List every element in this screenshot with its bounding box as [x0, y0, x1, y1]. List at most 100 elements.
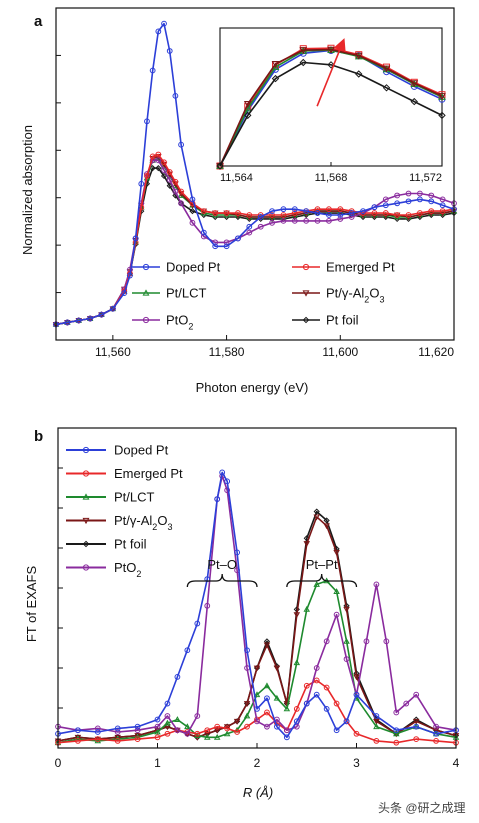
- series-pto2-point: [333, 611, 340, 618]
- series-doped-pt-point: [194, 620, 201, 627]
- series-pto2-point: [94, 725, 101, 732]
- series-pto2-point: [264, 723, 270, 730]
- series-pto2-point: [405, 190, 412, 197]
- series-pto2-line: [57, 475, 457, 735]
- series-doped-pt-point: [393, 727, 400, 734]
- series-emerged-pt-point: [235, 210, 241, 216]
- series-pt-foil-point: [313, 508, 320, 515]
- panel-b-legend: Doped Pt Emerged Pt Pt/LCT Pt/γ-Al2O3 Pt foi…: [66, 443, 183, 579]
- series-doped-pt-point: [274, 723, 280, 730]
- series-pto2-point: [323, 638, 330, 645]
- annotation-label: Pt–Pt: [306, 557, 338, 572]
- legend-item-pt-foil: Pt foil: [66, 537, 147, 552]
- panel-a-frame: [55, 7, 455, 341]
- series-doped-pt-point: [348, 210, 355, 216]
- series-doped-pt-point: [144, 118, 150, 125]
- series-pt-lct-point: [174, 716, 181, 722]
- series-pto2-point: [343, 656, 350, 663]
- x-tick-label: 0: [55, 756, 62, 770]
- series-doped-pt-point: [416, 196, 423, 203]
- panel-b-xlabel: R (Å): [243, 785, 273, 800]
- legend-item-pt-al2o3: Pt/γ-Al2O3: [66, 513, 172, 532]
- inset-pt_al2o3-point: [410, 80, 419, 88]
- series-doped-pt-point: [353, 691, 360, 698]
- inset-pt_foil-point: [410, 97, 418, 106]
- inset-pt_al2o3-point: [271, 60, 280, 68]
- inset-pt_foil-point: [271, 74, 280, 83]
- series-doped-pt-point: [172, 92, 179, 99]
- series-emerged-pt-point: [405, 212, 412, 218]
- series-emerged-pt-point: [194, 730, 201, 737]
- legend-label: Pt/γ-Al2O3: [326, 286, 384, 305]
- series-doped-pt-point: [223, 243, 230, 250]
- annotation-pt-o: Pt–O: [186, 557, 258, 588]
- series-doped-pt-point: [121, 290, 128, 297]
- series-pto2-point: [269, 219, 275, 226]
- series-pt-al2o3-point: [432, 727, 440, 734]
- series-pto2-point: [194, 713, 201, 719]
- series-pt-lct-line: [57, 580, 457, 744]
- series-doped-pt-point: [382, 202, 389, 209]
- series-pt-lct-point: [393, 730, 400, 737]
- series-pto2-point: [134, 727, 141, 734]
- series-pt-al2o3-line: [55, 155, 455, 326]
- series-doped-pt-point: [87, 315, 94, 322]
- series-pt-foil-line: [55, 167, 455, 326]
- series-pt-lct-point: [343, 637, 350, 644]
- legend-swatch-marker: [142, 289, 150, 296]
- series-pt-al2o3: [52, 154, 458, 328]
- series-pto2-point: [189, 219, 196, 226]
- series-doped-pt-point: [269, 208, 275, 215]
- inset-pt_al2o3-line: [219, 48, 443, 167]
- inset-pt_foil-point: [438, 111, 446, 120]
- series-emerged-pt-point: [144, 173, 150, 179]
- annotation-pt-pt: Pt–Pt: [286, 557, 358, 588]
- inset-emerged_pt-line: [219, 47, 443, 167]
- x-tick-label: 11,580: [209, 345, 245, 359]
- x-tick-label: 4: [453, 756, 460, 770]
- series-emerged-pt-point: [371, 210, 378, 216]
- panel-a: a Normalized absorption Photon energy (e…: [20, 7, 458, 395]
- series-pto2-point: [313, 665, 320, 671]
- series-doped-pt-point: [184, 647, 191, 654]
- series-doped-pt-point: [64, 319, 71, 326]
- series-pto2-point: [403, 700, 410, 707]
- series-pt-al2o3-point: [243, 701, 251, 707]
- series-doped-pt-point: [373, 713, 380, 719]
- series-doped-pt-point: [303, 700, 310, 707]
- series-pto2-point: [280, 217, 287, 224]
- series-pt-al2o3-point: [273, 665, 281, 672]
- series-pt-al2o3-point: [74, 734, 82, 741]
- annotation-label: Pt–O: [207, 557, 237, 572]
- x-tick-label: 3: [353, 756, 360, 770]
- panel-a-xlabel: Photon energy (eV): [196, 380, 309, 395]
- series-emerged-pt: [53, 151, 457, 328]
- series-pto2-point: [166, 176, 173, 183]
- series-doped-pt-line: [57, 471, 457, 739]
- series-emerged-pt-point: [280, 212, 287, 218]
- series-pto2-point: [363, 638, 370, 645]
- panel-a-inset: 11,564 11,568 11,572: [216, 27, 446, 184]
- series-doped-pt-point: [428, 198, 435, 205]
- series-emerged-pt-point: [291, 210, 298, 216]
- legend-item-pt-lct: Pt/LCT: [66, 490, 155, 505]
- series-pt-foil-point: [323, 517, 330, 524]
- series-pto2-point: [348, 214, 355, 220]
- series-doped-pt-point: [189, 196, 196, 203]
- series-pto2-point: [283, 727, 290, 734]
- series-emerged-pt-point: [178, 188, 184, 195]
- series-emerged-pt-point: [337, 206, 344, 213]
- series-doped-pt-point: [264, 695, 270, 702]
- series-doped-pt-point: [413, 723, 420, 730]
- series-pt-al2o3-point: [263, 642, 271, 649]
- series-pt-al2o3-point: [353, 674, 360, 681]
- series-doped-pt-point: [326, 212, 332, 218]
- series-pt-lct-point: [204, 733, 211, 740]
- series-emerged-pt-point: [161, 159, 167, 166]
- series-doped-pt-point: [234, 549, 241, 556]
- legend-item-pt-foil: Pt foil: [292, 313, 359, 328]
- series-emerged-pt-point: [373, 737, 380, 744]
- inset-pt_foil-point: [382, 84, 391, 92]
- legend-label: Pt foil: [114, 537, 147, 552]
- legend-item-pt-lct: Pt/LCT: [132, 286, 207, 301]
